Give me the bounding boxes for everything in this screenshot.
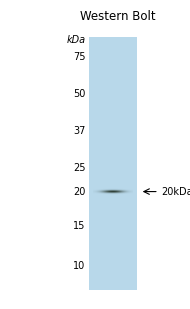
- Text: kDa: kDa: [66, 35, 85, 45]
- Text: 20kDa: 20kDa: [161, 187, 190, 197]
- Text: 75: 75: [73, 52, 85, 62]
- Text: 15: 15: [73, 221, 85, 231]
- Text: 10: 10: [73, 261, 85, 271]
- Text: 25: 25: [73, 163, 85, 173]
- Text: 37: 37: [73, 126, 85, 136]
- Text: 50: 50: [73, 89, 85, 99]
- Text: Western Bolt: Western Bolt: [80, 11, 156, 23]
- Text: 20: 20: [73, 187, 85, 197]
- Bar: [89, 37, 137, 290]
